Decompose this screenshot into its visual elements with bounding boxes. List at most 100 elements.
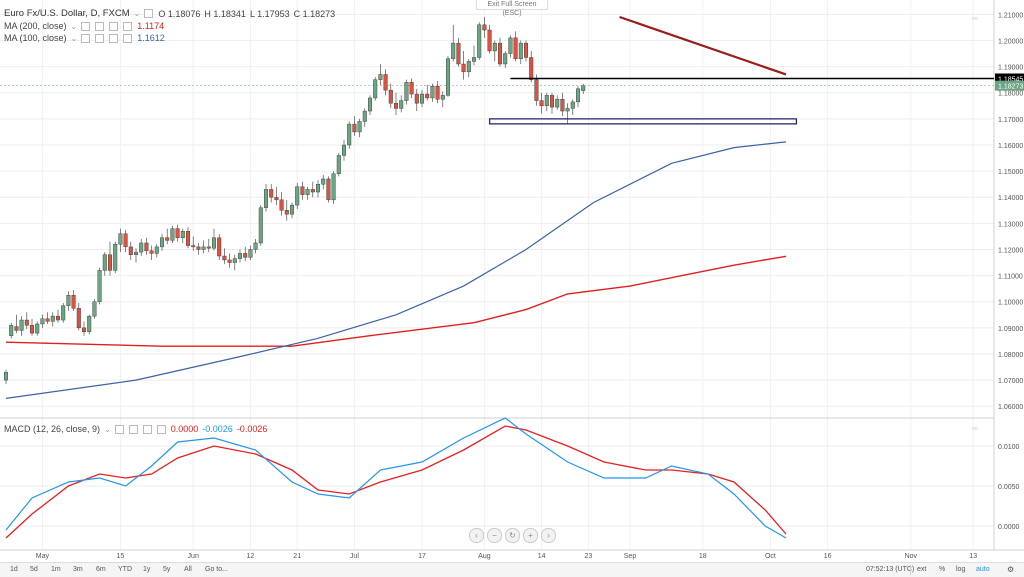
settings-icon[interactable]	[128, 424, 138, 434]
candle	[159, 233, 164, 251]
candles	[3, 16, 586, 385]
drawings[interactable]	[488, 15, 994, 125]
candle-body	[513, 37, 518, 59]
range-all[interactable]: All	[184, 566, 192, 573]
candle-body	[498, 42, 503, 65]
candle-body	[300, 186, 305, 195]
price-axis[interactable]: 1.21000 1.20000 1.19000 1.18000 1.17000 1.160…	[998, 12, 1023, 411]
candle	[425, 84, 430, 101]
candle	[9, 322, 14, 339]
settings-icon[interactable]	[95, 33, 105, 43]
candle	[513, 31, 518, 62]
range-1m[interactable]: 1m	[51, 566, 61, 573]
candle-body	[331, 173, 336, 201]
candle	[92, 299, 97, 319]
candle	[316, 180, 321, 198]
time-axis[interactable]: May15Jun1221Jul17Aug1423Sep18Oct16Nov132	[36, 553, 1024, 560]
candle-body	[128, 246, 133, 255]
legend-chevron-icon[interactable]: ⌄	[70, 21, 78, 31]
candle-body	[529, 57, 534, 80]
candle	[227, 253, 232, 268]
candle-body	[40, 318, 45, 325]
settings-icon[interactable]	[95, 21, 105, 31]
range-1y[interactable]: 1y	[143, 566, 151, 573]
candle	[196, 242, 201, 255]
candle-body	[97, 270, 102, 302]
candle-body	[284, 210, 289, 215]
scroll-left-icon[interactable]: ‹	[469, 528, 484, 543]
range-5d[interactable]: 5d	[30, 566, 38, 573]
toggle-auto[interactable]: auto	[976, 566, 990, 573]
candle-body	[461, 63, 466, 73]
range-6m[interactable]: 6m	[96, 566, 106, 573]
candle-body	[368, 97, 373, 112]
candle	[56, 309, 61, 323]
time-tick-label: 23	[585, 553, 593, 560]
candle-body	[316, 183, 321, 193]
close-icon[interactable]	[142, 424, 152, 434]
time-tick-label: Nov	[905, 553, 918, 560]
toggle-percent[interactable]: %	[939, 566, 946, 573]
candle-body	[92, 301, 97, 317]
more-icon[interactable]	[123, 33, 133, 43]
price-tick-label: 1.21000	[998, 12, 1023, 19]
exit-fullscreen-button[interactable]: Exit Full Screen (ESC)	[476, 0, 548, 17]
candle-body	[466, 61, 471, 73]
range-ytd[interactable]: YTD	[118, 566, 132, 573]
range-3m[interactable]: 3m	[73, 566, 83, 573]
candle	[118, 228, 123, 253]
candle	[66, 291, 71, 311]
candle-body	[409, 82, 414, 95]
candle	[24, 312, 29, 330]
ma100-label: MA (100, close)	[4, 33, 67, 43]
candle	[300, 181, 305, 200]
zoom-in-icon[interactable]: +	[523, 528, 538, 543]
more-icon[interactable]	[156, 424, 166, 434]
candle	[503, 50, 508, 68]
candle	[581, 83, 586, 95]
candle-body	[30, 325, 35, 334]
settings-gear-icon[interactable]: ⚙	[1007, 565, 1015, 574]
price-chart[interactable]: 1.21000 1.20000 1.19000 1.18000 1.17000 1.160…	[0, 0, 1024, 562]
candle	[175, 224, 180, 242]
macd-axis[interactable]: 0.0100 0.0050 0.0000	[998, 444, 1020, 531]
candle	[492, 40, 497, 62]
candle-body	[227, 259, 232, 263]
macd-pane-maximize-icon[interactable]: ▫▫	[972, 424, 978, 433]
macd-grid	[0, 445, 994, 527]
legend-chevron-icon[interactable]: ⌄	[104, 424, 111, 434]
toggle-ext[interactable]: ext	[917, 566, 927, 573]
macd-value: -0.0026	[202, 424, 233, 434]
scroll-right-icon[interactable]: ›	[541, 528, 556, 543]
time-tick-label: 18	[699, 553, 707, 560]
time-tick-label: 21	[293, 553, 301, 560]
candle-body	[446, 58, 451, 96]
more-icon[interactable]	[123, 21, 133, 31]
eye-icon[interactable]	[114, 424, 124, 434]
settings-icon[interactable]	[144, 9, 154, 18]
legend-chevron-icon[interactable]: ⌄	[70, 33, 78, 43]
candle	[477, 22, 482, 61]
pane-maximize-icon[interactable]: ▫▫	[972, 14, 978, 23]
range-1d[interactable]: 1d	[10, 566, 18, 573]
candle-body	[352, 123, 357, 133]
goto-button[interactable]: Go to...	[205, 566, 228, 573]
time-tick-label: Sep	[624, 553, 637, 560]
eye-icon[interactable]	[81, 21, 91, 31]
reset-icon[interactable]: ↻	[505, 528, 520, 543]
candle	[378, 64, 383, 85]
candle	[472, 45, 477, 66]
close-icon[interactable]	[109, 33, 119, 43]
toggle-log[interactable]: log	[956, 566, 966, 573]
candle	[14, 314, 19, 334]
candle	[258, 205, 263, 246]
legend-chevron-icon[interactable]: ⌄	[133, 9, 141, 18]
candle	[451, 24, 456, 62]
candle	[399, 95, 404, 113]
candle-body	[378, 74, 383, 80]
zoom-out-icon[interactable]: −	[487, 528, 502, 543]
eye-icon[interactable]	[81, 33, 91, 43]
close-icon[interactable]	[109, 21, 119, 31]
range-5y[interactable]: 5y	[163, 566, 171, 573]
